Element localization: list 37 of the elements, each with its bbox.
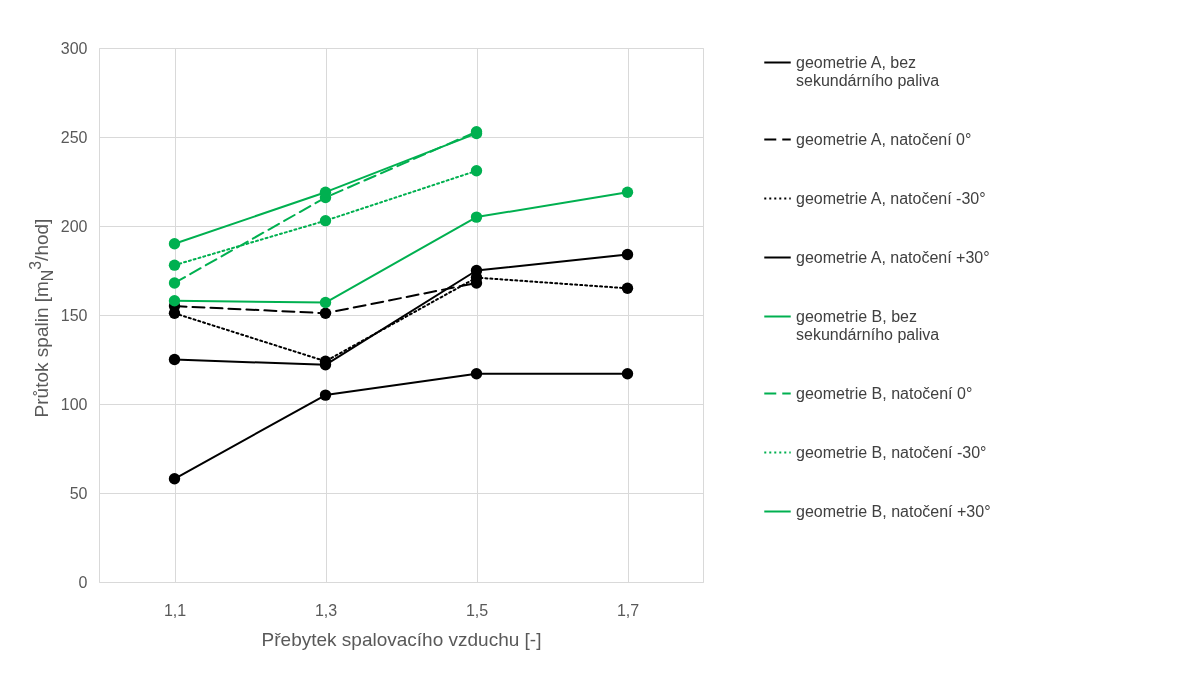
point <box>319 307 332 319</box>
point <box>168 277 181 289</box>
x-tick-label: 1,1 <box>163 601 187 619</box>
legend-label: geometrie B, natočení 0° <box>796 384 973 402</box>
legend-label: geometrie B, natočení +30° <box>796 502 991 520</box>
y-tick-label: 300 <box>60 39 88 57</box>
legend-label: geometrie B, natočení -30° <box>796 443 987 461</box>
point <box>319 389 332 401</box>
x-tick-label: 1,3 <box>314 601 338 619</box>
legend-label: geometrie A, natočení +30° <box>796 248 990 266</box>
legend-label: geometrie A, bez sekundárního paliva <box>796 53 940 89</box>
point <box>621 282 634 294</box>
legend-label: geometrie B, bez sekundárního paliva <box>796 307 940 343</box>
y-tick-label: 50 <box>69 484 88 502</box>
point <box>168 238 181 250</box>
y-tick-label: 0 <box>78 573 88 591</box>
x-axis-title: Přebytek spalovacího vzduchu [-] <box>261 628 542 650</box>
point <box>470 368 483 380</box>
point <box>168 295 181 307</box>
x-tick-label: 1,5 <box>465 601 489 619</box>
y-tick-label: 250 <box>60 128 88 146</box>
x-tick-label: 1,7 <box>616 601 640 619</box>
point <box>621 368 634 380</box>
point <box>621 248 634 261</box>
point <box>168 473 181 485</box>
point <box>168 259 181 271</box>
point <box>319 214 332 227</box>
legend-label: geometrie A, natočení 0° <box>796 130 972 148</box>
point <box>168 353 181 366</box>
legend-label: geometrie A, natočení -30° <box>796 189 986 207</box>
point <box>319 296 332 309</box>
point <box>470 165 483 177</box>
y-tick-label: 200 <box>60 217 88 235</box>
y-tick-label: 150 <box>60 306 88 324</box>
point <box>470 211 483 223</box>
y-tick-label: 100 <box>60 395 88 413</box>
point <box>621 186 634 198</box>
